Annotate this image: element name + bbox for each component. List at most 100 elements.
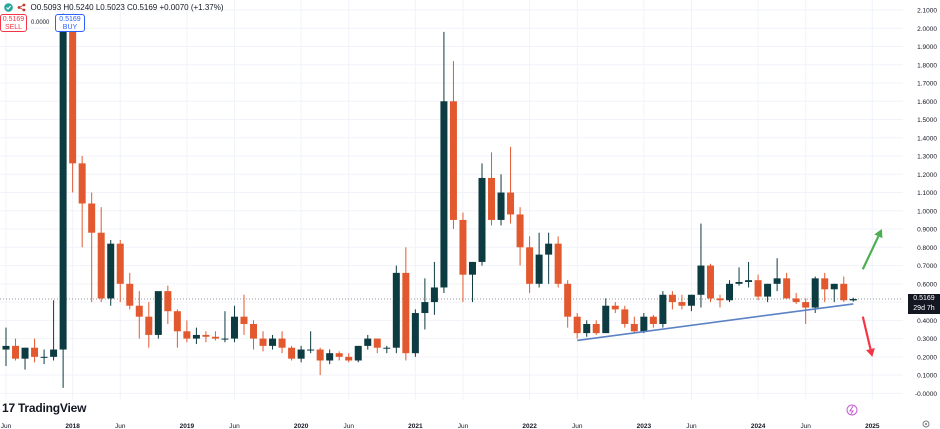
candle[interactable]: [716, 294, 724, 308]
candle[interactable]: [164, 285, 172, 324]
candle[interactable]: [468, 261, 476, 303]
candle[interactable]: [706, 263, 714, 303]
candle[interactable]: [545, 232, 553, 284]
candle[interactable]: [192, 327, 200, 345]
candle[interactable]: [59, 13, 67, 388]
candle[interactable]: [849, 297, 857, 302]
candle[interactable]: [430, 261, 438, 315]
candle[interactable]: [697, 223, 705, 308]
candle[interactable]: [230, 305, 238, 343]
axis-settings-gear-icon[interactable]: [922, 420, 930, 428]
candle[interactable]: [649, 314, 657, 328]
candle[interactable]: [554, 236, 562, 288]
candle[interactable]: [383, 345, 391, 354]
candle[interactable]: [449, 61, 457, 230]
candle[interactable]: [592, 320, 600, 335]
candle[interactable]: [78, 156, 86, 248]
candle[interactable]: [69, 28, 77, 193]
candle[interactable]: [173, 309, 181, 348]
candle[interactable]: [240, 294, 248, 335]
candle[interactable]: [630, 316, 638, 334]
candle[interactable]: [583, 320, 591, 337]
candle[interactable]: [411, 309, 419, 357]
candle[interactable]: [278, 331, 286, 354]
candle[interactable]: [726, 280, 734, 303]
flash-icon[interactable]: [846, 404, 858, 416]
candle[interactable]: [745, 261, 753, 288]
candle[interactable]: [507, 146, 515, 224]
candle[interactable]: [687, 294, 695, 312]
candle[interactable]: [145, 302, 153, 348]
candle[interactable]: [535, 232, 543, 288]
candle[interactable]: [402, 247, 410, 361]
y-axis[interactable]: 2.1000 2.0000 1.9000 1.8000 1.7000 1.6000 1.50…: [915, 8, 937, 398]
candle[interactable]: [735, 267, 743, 286]
buy-button[interactable]: 0.5169 BUY: [55, 14, 85, 32]
candle[interactable]: [269, 334, 277, 350]
candle[interactable]: [88, 192, 96, 303]
candle[interactable]: [783, 272, 791, 299]
candle[interactable]: [126, 272, 134, 310]
candle[interactable]: [97, 207, 105, 303]
candle[interactable]: [754, 274, 762, 301]
candle[interactable]: [335, 351, 343, 361]
candle[interactable]: [421, 278, 429, 330]
candle[interactable]: [640, 313, 648, 334]
candle[interactable]: [440, 31, 448, 293]
candle[interactable]: [2, 327, 10, 366]
candle[interactable]: [154, 291, 162, 339]
x-axis[interactable]: Jun 2018 Jun 2019 Jun 2020 Jun 2021 Jun 2022 Jun 20…: [1, 420, 930, 429]
candle[interactable]: [764, 283, 772, 303]
support-trendline[interactable]: [577, 303, 854, 342]
candle[interactable]: [211, 331, 219, 341]
candle[interactable]: [31, 338, 39, 363]
candle[interactable]: [668, 291, 676, 310]
candle[interactable]: [116, 240, 124, 303]
candle[interactable]: [307, 331, 315, 354]
candle[interactable]: [821, 272, 829, 303]
candle[interactable]: [183, 320, 191, 343]
candle[interactable]: [250, 320, 258, 350]
candle[interactable]: [107, 240, 115, 306]
candle[interactable]: [354, 345, 362, 363]
candle[interactable]: [326, 349, 334, 365]
candle[interactable]: [840, 276, 848, 303]
symbol-icon[interactable]: [4, 3, 13, 13]
red-down-arrow[interactable]: [861, 316, 875, 357]
candle[interactable]: [659, 291, 667, 328]
candle[interactable]: [611, 302, 619, 314]
candle[interactable]: [526, 236, 534, 293]
candle[interactable]: [602, 298, 610, 334]
candle[interactable]: [259, 331, 267, 352]
share-icon[interactable]: [17, 3, 26, 12]
candle[interactable]: [21, 347, 29, 370]
candle[interactable]: [373, 338, 381, 354]
candle[interactable]: [621, 305, 629, 328]
candle[interactable]: [135, 291, 143, 339]
candle[interactable]: [40, 349, 48, 365]
candle[interactable]: [830, 283, 838, 303]
candle[interactable]: [478, 163, 486, 266]
candle[interactable]: [50, 300, 58, 361]
candle[interactable]: [364, 334, 372, 350]
tradingview-logo[interactable]: 17 TradingView: [2, 401, 86, 415]
candle[interactable]: [221, 311, 229, 343]
candle[interactable]: [564, 280, 572, 328]
sell-button[interactable]: 0.5169 SELL: [0, 14, 27, 32]
candle[interactable]: [497, 174, 505, 226]
candle[interactable]: [297, 345, 305, 363]
candle[interactable]: [773, 258, 781, 292]
candle[interactable]: [202, 331, 210, 343]
candle[interactable]: [12, 338, 20, 361]
candle[interactable]: [811, 276, 819, 314]
candle[interactable]: [516, 207, 524, 266]
green-up-arrow[interactable]: [861, 229, 883, 270]
candle[interactable]: [459, 212, 467, 303]
candle[interactable]: [678, 294, 686, 310]
candle[interactable]: [792, 292, 800, 304]
candle[interactable]: [316, 347, 324, 376]
candle[interactable]: [573, 313, 581, 339]
candle[interactable]: [345, 353, 353, 363]
candle[interactable]: [802, 298, 810, 324]
